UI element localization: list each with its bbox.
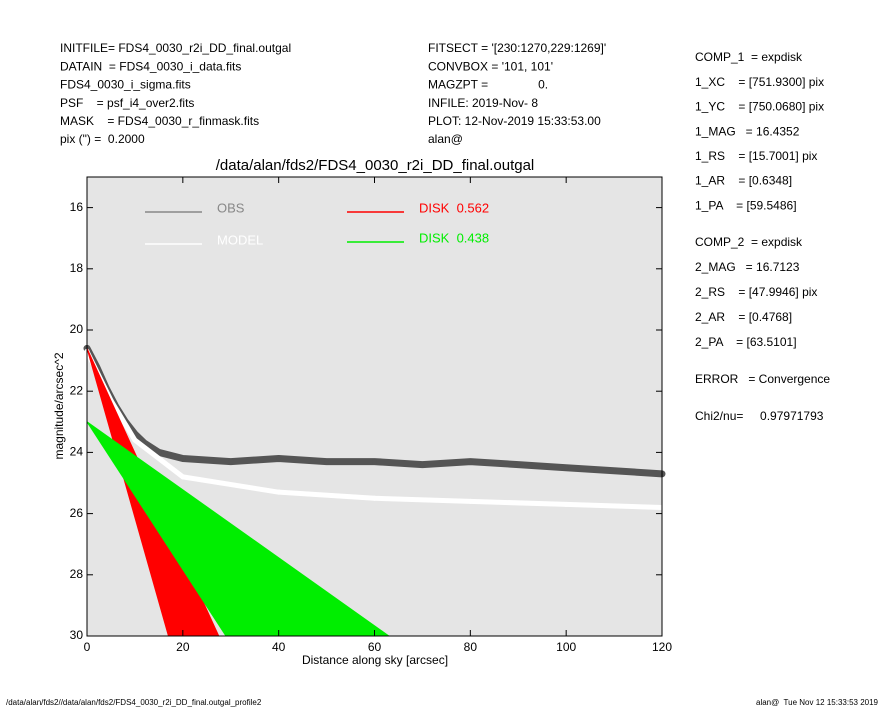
chi2-text: Chi2/nu= 0.97971793 — [695, 409, 824, 423]
data-point — [276, 489, 282, 495]
plot-layer — [83, 344, 666, 637]
y-tick-label: 24 — [70, 445, 84, 459]
x-tick-label: 120 — [652, 640, 672, 654]
header-line: FDS4_0030_i_sigma.fits — [60, 78, 191, 92]
data-point — [156, 449, 162, 455]
error-text: ERROR = Convergence — [695, 372, 830, 386]
data-point — [372, 459, 377, 465]
param-line: 2_MAG = 16.7123 — [695, 260, 800, 274]
data-point — [180, 456, 186, 462]
data-point — [611, 468, 617, 474]
param-line: 1_XC = [751.9300] pix — [695, 75, 824, 89]
legend-label: DISK 0.438 — [419, 230, 489, 245]
y-tick-label: 16 — [70, 200, 84, 214]
chart-title: /data/alan/fds2/FDS4_0030_r2i_DD_final.o… — [216, 157, 535, 174]
x-tick-label: 0 — [84, 640, 91, 654]
param-line: 2_AR = [0.4768] — [695, 310, 792, 324]
header-line: MAGZPT = 0. — [428, 78, 548, 92]
param-line: 2_RS = [47.9946] pix — [695, 285, 817, 299]
footer-path: /data/alan/fds2//data/alan/fds2/FDS4_003… — [6, 698, 262, 707]
x-axis-label: Distance along sky [arcsec] — [302, 653, 448, 667]
param-line: 1_AR = [0.6348] — [695, 174, 792, 188]
legend-label: MODEL — [217, 232, 263, 247]
data-point — [563, 501, 569, 507]
param-line: 2_PA = [63.5101] — [695, 335, 797, 349]
y-axis-label: magnitude/arcsec^2 — [52, 352, 66, 459]
header-line: pix (") = 0.2000 — [60, 132, 145, 146]
header-line: INFILE: 2019-Nov- 8 — [428, 96, 538, 110]
param-line: 1_YC = [750.0680] pix — [695, 100, 824, 114]
data-point — [467, 498, 473, 504]
x-tick-label: 100 — [556, 640, 576, 654]
y-tick-label: 30 — [70, 628, 84, 642]
param-line: COMP_2 = expdisk — [695, 235, 803, 249]
data-point — [276, 456, 282, 462]
y-tick-label: 20 — [70, 322, 84, 336]
header-line: MASK = FDS4_0030_r_finmask.fits — [60, 114, 259, 128]
param-line: COMP_1 = expdisk — [695, 50, 803, 64]
legend-label: OBS — [217, 200, 245, 215]
param-line: 1_RS = [15.7001] pix — [695, 149, 817, 163]
x-tick-label: 20 — [176, 640, 190, 654]
x-tick-label: 60 — [368, 640, 382, 654]
x-tick-label: 80 — [464, 640, 478, 654]
y-tick-label: 22 — [70, 383, 84, 397]
y-tick-label: 26 — [70, 506, 84, 520]
data-point — [180, 474, 186, 480]
footer-stamp: alan@ Tue Nov 12 15:33:53 2019 — [756, 698, 879, 707]
data-point — [419, 462, 425, 468]
param-line: 1_PA = [59.5486] — [695, 198, 797, 212]
y-tick-label: 18 — [70, 261, 84, 275]
data-point — [132, 437, 138, 443]
header-line: FITSECT = '[230:1270,229:1269]' — [428, 41, 606, 55]
x-tick-label: 40 — [272, 640, 286, 654]
legend-label: DISK 0.562 — [419, 200, 489, 215]
header-line: CONVBOX = '101, 101' — [428, 59, 553, 73]
y-tick-label: 28 — [70, 567, 84, 581]
header-line: alan@ — [428, 132, 463, 146]
data-point — [563, 465, 569, 471]
data-point — [467, 459, 473, 465]
header-line: INITFILE= FDS4_0030_r2i_DD_final.outgal — [60, 41, 291, 55]
param-line: 1_MAG = 16.4352 — [695, 124, 800, 138]
data-point — [228, 459, 234, 465]
header-line: DATAIN = FDS4_0030_i_data.fits — [60, 59, 241, 73]
header-line: PSF = psf_i4_over2.fits — [60, 96, 194, 110]
data-point — [324, 459, 330, 465]
data-point — [515, 462, 521, 468]
data-point — [372, 495, 377, 501]
header-line: PLOT: 12-Nov-2019 15:33:53.00 — [428, 114, 601, 128]
